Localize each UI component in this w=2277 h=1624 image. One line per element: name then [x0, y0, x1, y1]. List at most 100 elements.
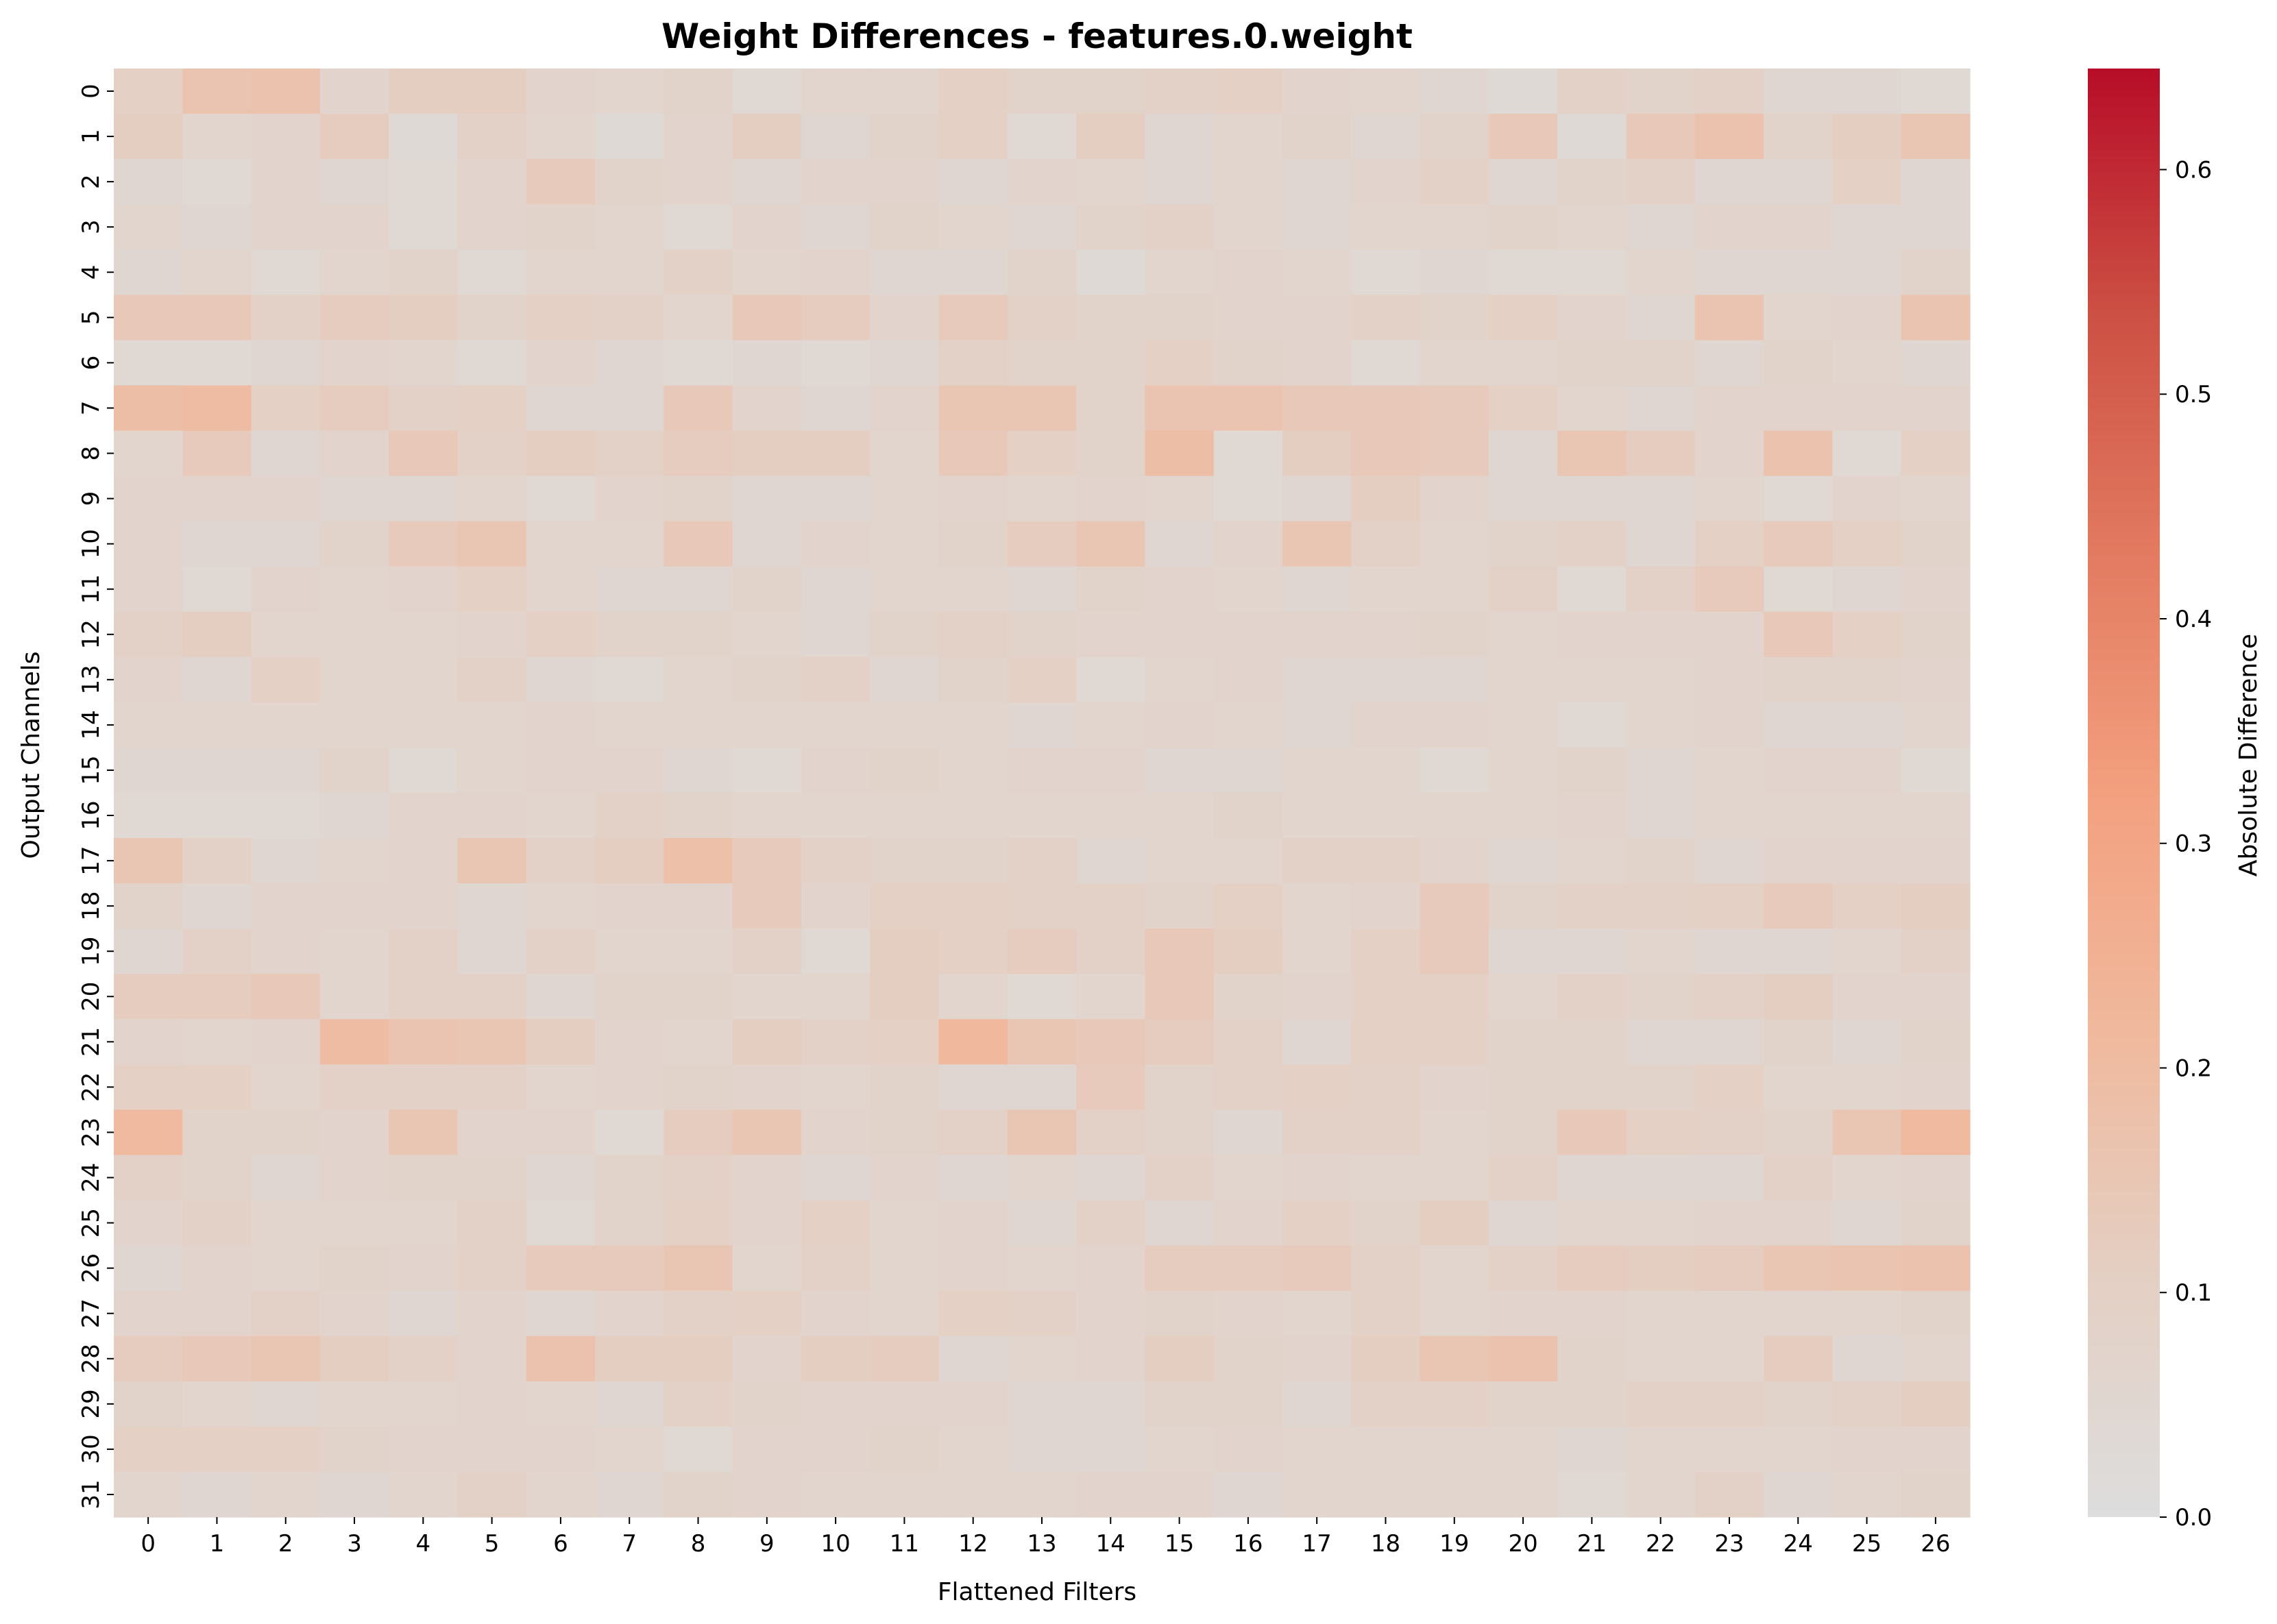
heatmap-cell-r0-c3: [319, 69, 389, 114]
heatmap-cell-r8-c1: [182, 430, 252, 477]
heatmap-cell-r10-c20: [1488, 521, 1558, 567]
heatmap-cell-r3-c19: [1420, 204, 1489, 250]
heatmap-cell-r31-c19: [1420, 1471, 1489, 1518]
x-tick-label: 11: [890, 1530, 919, 1558]
heatmap-cell-r8-c12: [938, 430, 1008, 477]
heatmap-cell-r20-c24: [1764, 974, 1834, 1020]
x-tick-label: 24: [1783, 1530, 1813, 1558]
heatmap-cell-r16-c14: [1076, 793, 1146, 839]
heatmap-cell-r30-c4: [389, 1426, 459, 1473]
heatmap-cell-r21-c2: [251, 1019, 321, 1065]
heatmap-cell-r14-c24: [1764, 702, 1834, 748]
heatmap-cell-r25-c22: [1626, 1200, 1696, 1246]
heatmap-cell-r27-c15: [1145, 1290, 1215, 1337]
heatmap-cell-r4-c16: [1213, 249, 1283, 295]
heatmap-cell-r16-c11: [870, 793, 940, 839]
heatmap-cell-r6-c22: [1626, 340, 1696, 386]
heatmap-cell-r4-c15: [1145, 249, 1215, 295]
heatmap-cell-r23-c20: [1488, 1109, 1558, 1156]
heatmap-cell-r14-c2: [251, 702, 321, 748]
heatmap-cell-r0-c17: [1282, 69, 1352, 114]
heatmap-cell-r29-c8: [663, 1381, 733, 1427]
heatmap-cell-r12-c15: [1145, 611, 1215, 658]
heatmap-cell-r0-c0: [114, 69, 183, 114]
heatmap-cell-r29-c21: [1557, 1381, 1627, 1427]
heatmap-cell-r22-c10: [801, 1064, 870, 1111]
heatmap-cell-r6-c3: [319, 340, 389, 386]
heatmap-cell-r2-c10: [801, 159, 870, 205]
heatmap-cell-r1-c9: [732, 114, 802, 160]
heatmap-cell-r12-c20: [1488, 611, 1558, 658]
heatmap-cell-r1-c18: [1351, 114, 1421, 160]
heatmap-cell-r27-c9: [732, 1290, 802, 1337]
y-tick-label: 17: [77, 846, 105, 875]
heatmap-cell-r25-c25: [1832, 1200, 1902, 1246]
heatmap-cell-r22-c20: [1488, 1064, 1558, 1111]
heatmap-cell-r29-c18: [1351, 1381, 1421, 1427]
heatmap-cell-r30-c25: [1832, 1426, 1902, 1473]
heatmap-cell-r7-c13: [1007, 385, 1077, 432]
heatmap-cell-r13-c1: [182, 656, 252, 703]
heatmap-cell-r18-c19: [1420, 883, 1489, 929]
heatmap-cell-r21-c19: [1420, 1019, 1489, 1065]
heatmap-cell-r13-c18: [1351, 656, 1421, 703]
heatmap-cell-r4-c10: [801, 249, 870, 295]
heatmap-cell-r27-c26: [1901, 1290, 1971, 1337]
heatmap-cell-r6-c1: [182, 340, 252, 386]
heatmap-cell-r1-c1: [182, 114, 252, 160]
heatmap-cell-r17-c21: [1557, 838, 1627, 884]
heatmap-cell-r25-c1: [182, 1200, 252, 1246]
heatmap-cell-r24-c21: [1557, 1155, 1627, 1201]
heatmap-cell-r21-c23: [1694, 1019, 1764, 1065]
heatmap-cell-r6-c14: [1076, 340, 1146, 386]
heatmap-cell-r25-c2: [251, 1200, 321, 1246]
y-tick-label: 12: [77, 619, 105, 649]
heatmap-cell-r12-c23: [1694, 611, 1764, 658]
heatmap-cell-r8-c25: [1832, 430, 1902, 477]
heatmap-cell-r23-c8: [663, 1109, 733, 1156]
heatmap-cell-r19-c12: [938, 928, 1008, 974]
heatmap-cell-r27-c4: [389, 1290, 459, 1337]
heatmap-cell-r26-c15: [1145, 1245, 1215, 1292]
heatmap-cell-r1-c11: [870, 114, 940, 160]
heatmap-cell-r1-c7: [595, 114, 664, 160]
heatmap-cell-r23-c6: [526, 1109, 596, 1156]
heatmap-cell-r9-c6: [526, 476, 596, 522]
heatmap-cell-r14-c10: [801, 702, 870, 748]
heatmap-cell-r24-c20: [1488, 1155, 1558, 1201]
heatmap-cell-r1-c25: [1832, 114, 1902, 160]
heatmap-cell-r6-c17: [1282, 340, 1352, 386]
heatmap-cell-r26-c25: [1832, 1245, 1902, 1292]
heatmap-cell-r26-c11: [870, 1245, 940, 1292]
heatmap-cell-r24-c16: [1213, 1155, 1283, 1201]
heatmap-cell-r12-c21: [1557, 611, 1627, 658]
heatmap-cell-r28-c13: [1007, 1336, 1077, 1382]
heatmap-cell-r17-c9: [732, 838, 802, 884]
heatmap-cell-r4-c20: [1488, 249, 1558, 295]
heatmap-cell-r2-c12: [938, 159, 1008, 205]
heatmap-cell-r3-c3: [319, 204, 389, 250]
heatmap-cell-r0-c11: [870, 69, 940, 114]
heatmap-cell-r28-c6: [526, 1336, 596, 1382]
heatmap-cell-r19-c16: [1213, 928, 1283, 974]
heatmap-cell-r9-c9: [732, 476, 802, 522]
y-tick-label: 21: [77, 1027, 105, 1057]
heatmap-cell-r9-c1: [182, 476, 252, 522]
heatmap-cell-r18-c15: [1145, 883, 1215, 929]
heatmap-cell-r16-c12: [938, 793, 1008, 839]
heatmap-cell-r10-c6: [526, 521, 596, 567]
heatmap-cell-r18-c10: [801, 883, 870, 929]
heatmap-cell-r12-c14: [1076, 611, 1146, 658]
heatmap-cell-r17-c20: [1488, 838, 1558, 884]
heatmap-cell-r31-c26: [1901, 1471, 1971, 1518]
heatmap-cell-r6-c0: [114, 340, 183, 386]
heatmap-cell-r2-c8: [663, 159, 733, 205]
y-tick-label: 2: [77, 174, 105, 189]
heatmap-cell-r15-c8: [663, 747, 733, 793]
heatmap-cell-r30-c19: [1420, 1426, 1489, 1473]
heatmap-cell-r17-c23: [1694, 838, 1764, 884]
x-tick-label: 4: [416, 1530, 431, 1558]
heatmap-cell-r2-c23: [1694, 159, 1764, 205]
y-tick-label: 3: [77, 219, 105, 234]
